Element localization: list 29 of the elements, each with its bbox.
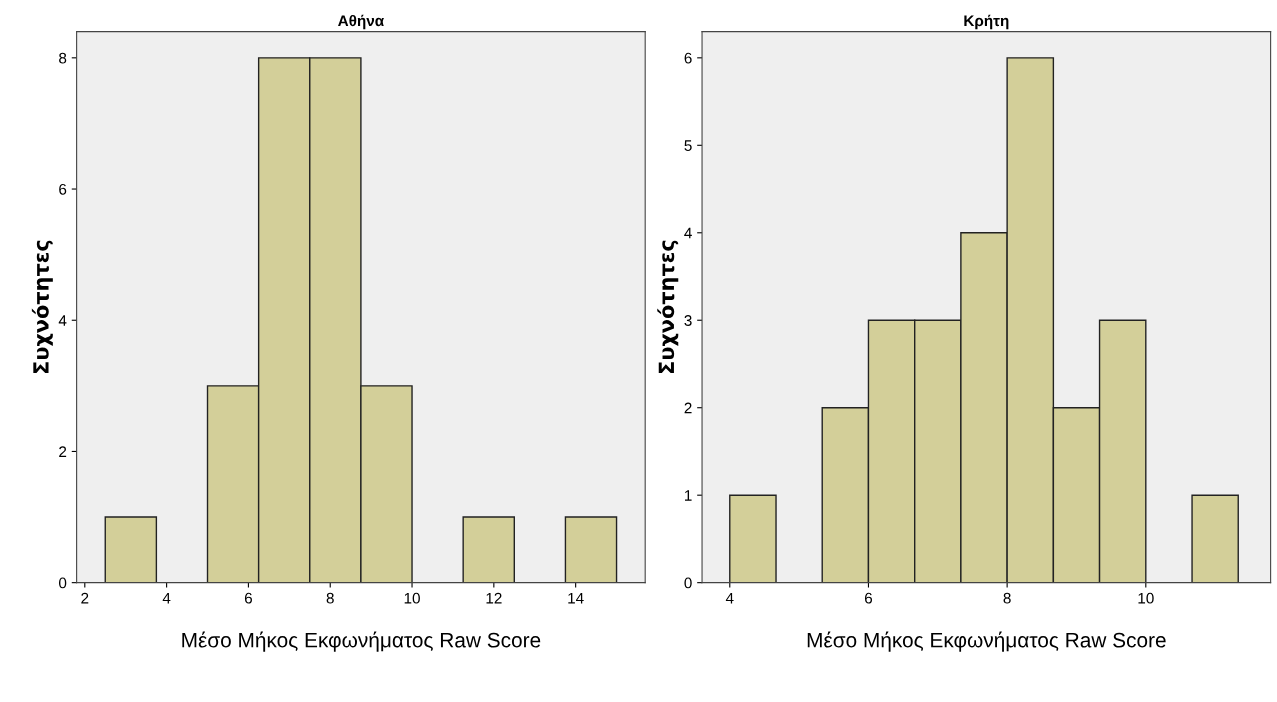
x-tick-label: 8 — [326, 592, 334, 604]
y-tick-label: 2 — [684, 402, 692, 414]
y-axis-title: Συχνότητες — [31, 240, 53, 374]
x-tick-label: 12 — [486, 592, 502, 604]
x-tick-label: 6 — [244, 592, 252, 604]
x-tick-label: 4 — [162, 592, 171, 604]
x-tick-label: 8 — [1003, 592, 1011, 604]
x-tick-label: 10 — [1138, 592, 1154, 604]
y-tick-label: 3 — [684, 315, 692, 326]
x-axis-title: Μέσο Μήκος Εκφωνήματος Raw Score — [807, 631, 1166, 652]
y-tick-label: 8 — [59, 52, 67, 64]
x-tick-label: 4 — [725, 592, 734, 604]
y-tick-label: 6 — [684, 52, 692, 64]
y-tick-label: 0 — [59, 577, 67, 589]
x-tick-label: 6 — [864, 592, 873, 604]
y-axis-title: Συχνότητες — [657, 240, 679, 374]
y-tick-label: 4 — [58, 315, 67, 326]
chart-title: Κρήτη — [964, 14, 1009, 30]
y-tick-label: 2 — [59, 446, 67, 457]
y-tick-label: 1 — [684, 490, 692, 501]
y-tick-label: 5 — [684, 140, 692, 151]
x-tick-label: 14 — [568, 592, 584, 604]
x-tick-label: 10 — [404, 592, 420, 604]
x-axis-title: Μέσο Μήκος Εκφωνήματος Raw Score — [182, 631, 541, 652]
x-tick-label: 2 — [81, 592, 89, 604]
y-tick-label: 0 — [684, 577, 692, 589]
y-tick-label: 4 — [684, 227, 692, 239]
chart-title: Αθήνα — [338, 14, 385, 30]
y-tick-label: 6 — [59, 183, 67, 195]
